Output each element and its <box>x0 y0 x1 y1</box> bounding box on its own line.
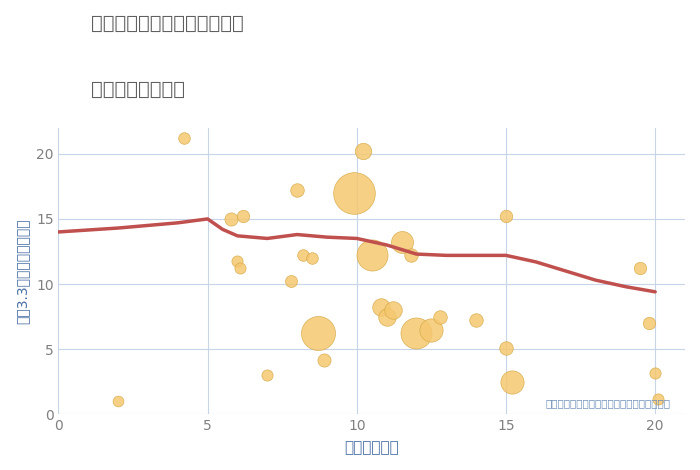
Point <box>366 251 377 259</box>
Y-axis label: 坪（3.3㎡）単価（万円）: 坪（3.3㎡）単価（万円） <box>15 218 29 324</box>
Point <box>312 330 323 337</box>
Point <box>643 319 655 327</box>
Point <box>650 369 661 376</box>
Point <box>357 148 368 155</box>
Point <box>298 251 309 259</box>
Point <box>232 257 243 264</box>
Point <box>318 356 330 363</box>
Point <box>113 398 124 405</box>
Point <box>435 313 446 321</box>
Text: 兵庫県豊岡市出石町日野辺の: 兵庫県豊岡市出石町日野辺の <box>91 14 244 33</box>
Point <box>381 313 392 321</box>
Point <box>375 304 386 311</box>
Point <box>652 395 664 402</box>
Point <box>234 265 246 272</box>
Point <box>411 330 422 337</box>
Point <box>426 326 437 333</box>
Point <box>307 254 318 262</box>
X-axis label: 駅距離（分）: 駅距離（分） <box>344 440 399 455</box>
Point <box>262 371 273 379</box>
Point <box>286 278 297 285</box>
Point <box>291 187 302 194</box>
Point <box>506 378 517 385</box>
Point <box>500 212 512 220</box>
Point <box>226 215 237 223</box>
Point <box>396 239 407 246</box>
Point <box>348 189 359 196</box>
Text: 円の大きさは、取引のあった物件面積を示す: 円の大きさは、取引のあった物件面積を示す <box>545 398 670 407</box>
Point <box>470 317 482 324</box>
Point <box>387 306 398 314</box>
Point <box>238 212 249 220</box>
Point <box>405 251 416 259</box>
Point <box>635 265 646 272</box>
Point <box>500 344 512 352</box>
Point <box>178 134 189 142</box>
Text: 駅距離別土地価格: 駅距離別土地価格 <box>91 80 185 99</box>
